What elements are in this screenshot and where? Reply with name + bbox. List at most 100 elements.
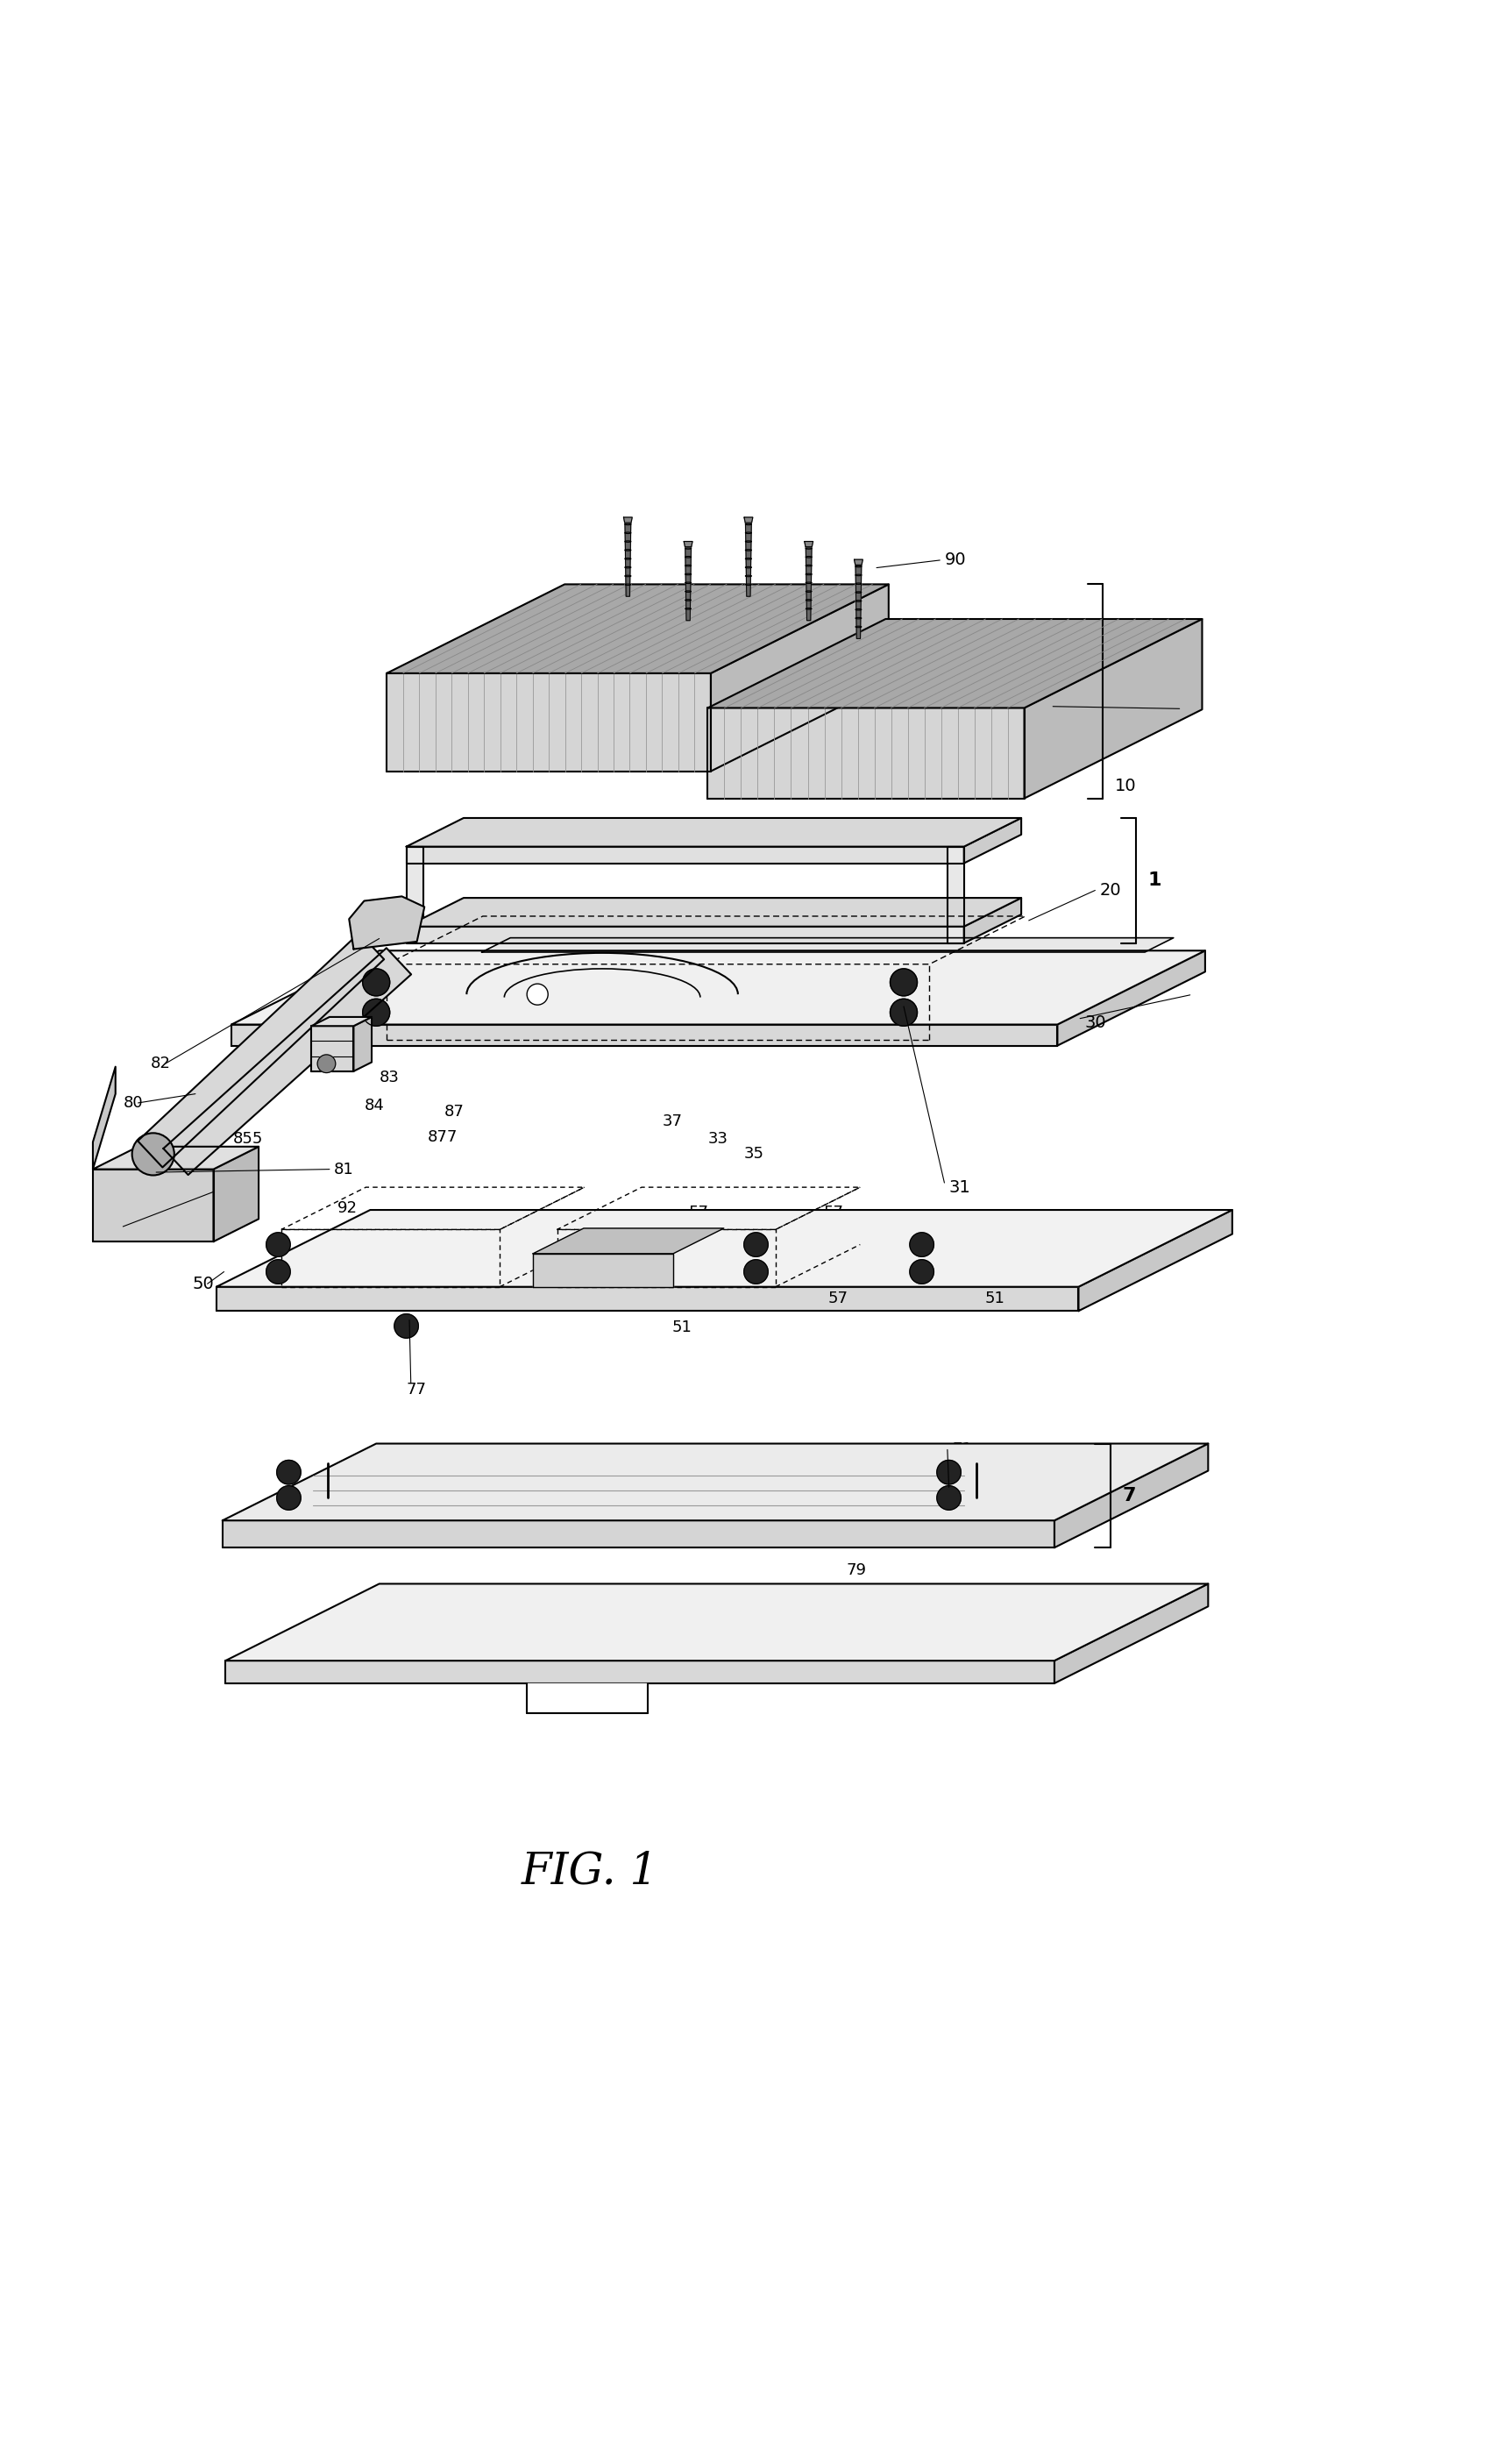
Text: 37: 37 xyxy=(662,1113,683,1128)
Polygon shape xyxy=(854,560,863,565)
Polygon shape xyxy=(231,1025,1057,1045)
Text: 85: 85 xyxy=(198,1184,218,1199)
Text: 82: 82 xyxy=(150,1055,171,1072)
Polygon shape xyxy=(708,619,1202,707)
Circle shape xyxy=(937,1461,962,1485)
Text: 77: 77 xyxy=(407,1383,426,1397)
Text: 7: 7 xyxy=(1122,1488,1136,1505)
Text: 57: 57 xyxy=(829,1292,848,1307)
Circle shape xyxy=(937,1485,962,1510)
Polygon shape xyxy=(407,847,423,927)
Text: 31: 31 xyxy=(950,1179,971,1197)
Text: 1: 1 xyxy=(1148,871,1161,888)
Circle shape xyxy=(891,998,918,1025)
Polygon shape xyxy=(213,1148,259,1241)
Polygon shape xyxy=(138,932,384,1167)
Polygon shape xyxy=(222,1444,1208,1520)
Polygon shape xyxy=(948,847,965,942)
Text: FIG. 1: FIG. 1 xyxy=(522,1850,659,1894)
Text: 30: 30 xyxy=(1084,1016,1107,1030)
Polygon shape xyxy=(744,516,753,524)
Polygon shape xyxy=(1078,1209,1232,1312)
Polygon shape xyxy=(407,847,965,864)
Circle shape xyxy=(132,1133,174,1175)
Circle shape xyxy=(744,1260,768,1285)
Text: 51: 51 xyxy=(671,1319,691,1336)
Polygon shape xyxy=(1024,619,1202,798)
Text: 59: 59 xyxy=(349,1233,369,1250)
Circle shape xyxy=(277,1461,301,1485)
Polygon shape xyxy=(1054,1583,1208,1684)
Polygon shape xyxy=(482,937,1173,952)
Text: 855: 855 xyxy=(233,1131,263,1148)
Polygon shape xyxy=(1054,1444,1208,1547)
Polygon shape xyxy=(407,927,965,942)
Circle shape xyxy=(395,1314,419,1339)
Text: 53: 53 xyxy=(529,1231,550,1246)
Polygon shape xyxy=(708,707,1024,798)
Polygon shape xyxy=(624,521,631,597)
Circle shape xyxy=(266,1233,290,1258)
Polygon shape xyxy=(806,546,812,622)
Polygon shape xyxy=(711,585,889,771)
Text: 81: 81 xyxy=(334,1162,354,1177)
Polygon shape xyxy=(216,1209,1232,1287)
Circle shape xyxy=(891,969,918,996)
Text: 70: 70 xyxy=(1033,1466,1055,1483)
Text: 80: 80 xyxy=(122,1094,142,1111)
Polygon shape xyxy=(683,541,692,546)
Text: 83: 83 xyxy=(380,1069,399,1084)
Polygon shape xyxy=(231,949,1205,1025)
Polygon shape xyxy=(407,898,1021,927)
Text: 79: 79 xyxy=(847,1561,866,1578)
Text: 92: 92 xyxy=(337,1201,357,1216)
Text: 87: 87 xyxy=(445,1104,464,1121)
Polygon shape xyxy=(685,546,691,622)
Text: 84: 84 xyxy=(364,1099,384,1113)
Polygon shape xyxy=(387,585,889,673)
Circle shape xyxy=(910,1233,934,1258)
Text: 877: 877 xyxy=(428,1131,458,1145)
Text: 71: 71 xyxy=(953,1441,972,1458)
Circle shape xyxy=(744,1233,768,1258)
Text: 50: 50 xyxy=(192,1275,215,1292)
Polygon shape xyxy=(856,563,862,639)
Text: 10: 10 xyxy=(1114,778,1137,795)
Polygon shape xyxy=(225,1662,1054,1684)
Polygon shape xyxy=(354,1018,372,1072)
Circle shape xyxy=(363,998,390,1025)
Polygon shape xyxy=(216,1287,1078,1312)
Polygon shape xyxy=(1057,949,1205,1045)
Polygon shape xyxy=(407,817,1021,847)
Text: 90: 90 xyxy=(945,553,966,568)
Text: 57: 57 xyxy=(688,1204,708,1221)
Circle shape xyxy=(526,984,547,1006)
Circle shape xyxy=(266,1260,290,1285)
Text: 55: 55 xyxy=(916,1270,936,1285)
Polygon shape xyxy=(745,521,751,597)
Polygon shape xyxy=(965,817,1021,864)
Polygon shape xyxy=(92,1170,213,1241)
Polygon shape xyxy=(311,1025,354,1072)
Circle shape xyxy=(363,969,390,996)
Polygon shape xyxy=(225,1583,1208,1662)
Text: 33: 33 xyxy=(708,1131,727,1148)
Polygon shape xyxy=(222,1520,1054,1547)
Polygon shape xyxy=(163,947,411,1175)
Text: 51: 51 xyxy=(986,1292,1005,1307)
Polygon shape xyxy=(804,541,813,546)
Polygon shape xyxy=(623,516,632,524)
Polygon shape xyxy=(92,1148,259,1170)
Polygon shape xyxy=(532,1228,724,1253)
Text: 11: 11 xyxy=(1057,697,1080,715)
Polygon shape xyxy=(526,1684,647,1713)
Circle shape xyxy=(318,1055,336,1072)
Text: 20: 20 xyxy=(1099,881,1122,898)
Polygon shape xyxy=(387,673,711,771)
Polygon shape xyxy=(965,898,1021,942)
Text: 35: 35 xyxy=(744,1145,764,1162)
Circle shape xyxy=(910,1260,934,1285)
Polygon shape xyxy=(92,1067,115,1170)
Polygon shape xyxy=(349,896,425,949)
Polygon shape xyxy=(532,1253,673,1287)
